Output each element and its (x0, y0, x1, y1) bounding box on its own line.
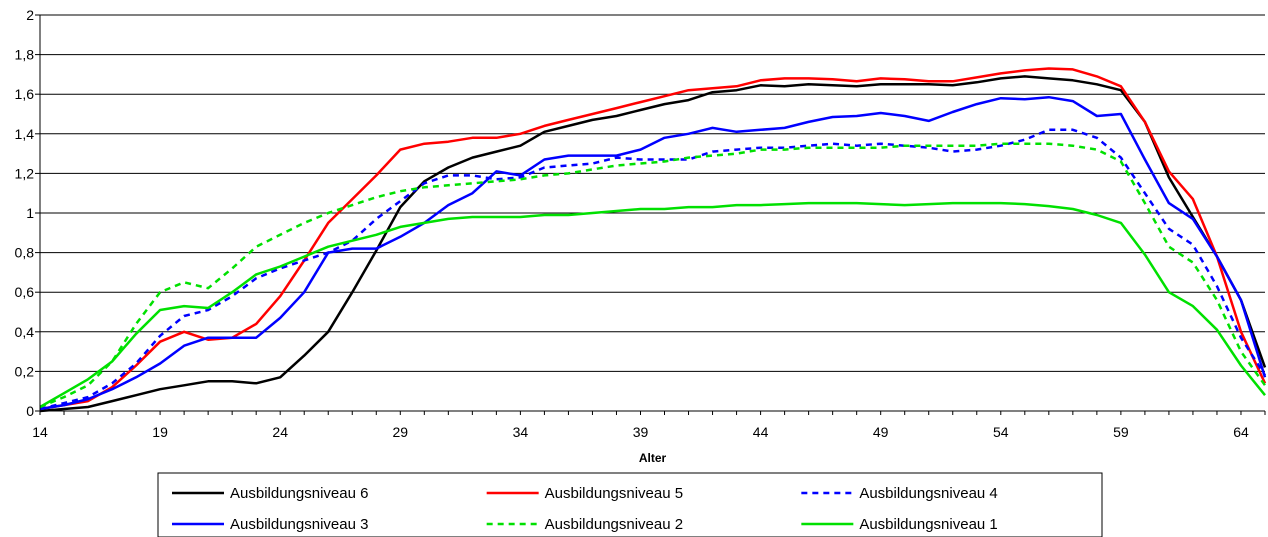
y-tick-label: 0,8 (15, 245, 35, 261)
y-tick-label: 1,4 (15, 126, 35, 142)
x-tick-label: 39 (633, 424, 649, 440)
y-tick-label: 2 (26, 7, 34, 23)
y-tick-label: 1,8 (15, 47, 35, 63)
x-tick-label: 44 (753, 424, 769, 440)
y-tick-label: 1,2 (15, 165, 35, 181)
legend-label: Ausbildungsniveau 5 (545, 485, 683, 502)
series-line-ausbildungsniveau-4 (40, 130, 1265, 409)
series-line-ausbildungsniveau-2 (40, 144, 1265, 407)
y-axis-ticks: 0 0,2 0,4 0,6 0,8 1 1,2 1,4 1,6 1,8 2 (15, 7, 40, 419)
x-tick-label: 54 (993, 424, 1009, 440)
legend-label: Ausbildungsniveau 4 (859, 485, 997, 502)
x-tick-label: 64 (1233, 424, 1249, 440)
x-axis-ticks: 14 19 24 29 34 39 44 49 54 59 64 (32, 411, 1265, 440)
x-tick-label: 19 (152, 424, 168, 440)
x-tick-label: 59 (1113, 424, 1129, 440)
x-tick-label: 24 (272, 424, 288, 440)
x-tick-label: 49 (873, 424, 889, 440)
series-line-ausbildungsniveau-5 (40, 69, 1265, 410)
y-tick-label: 0,4 (15, 324, 35, 340)
series-line-ausbildungsniveau-6 (40, 76, 1265, 411)
y-tick-label: 1 (26, 205, 34, 221)
x-tick-label: 14 (32, 424, 48, 440)
legend-label: Ausbildungsniveau 3 (230, 516, 368, 533)
legend-label: Ausbildungsniveau 2 (545, 516, 683, 533)
x-tick-label: 29 (393, 424, 409, 440)
x-axis-title: Alter (639, 451, 667, 465)
y-tick-label: 0 (26, 403, 34, 419)
series-lines (40, 69, 1265, 412)
y-tick-label: 0,2 (15, 363, 35, 379)
legend-label: Ausbildungsniveau 1 (859, 516, 997, 533)
y-tick-label: 1,6 (15, 86, 35, 102)
legend-label: Ausbildungsniveau 6 (230, 485, 368, 502)
gridlines (40, 15, 1265, 371)
series-line-ausbildungsniveau-1 (40, 203, 1265, 407)
y-tick-label: 0,6 (15, 284, 35, 300)
x-tick-label: 34 (513, 424, 529, 440)
legend: Ausbildungsniveau 6 Ausbildungsniveau 5 Au… (158, 473, 1102, 537)
